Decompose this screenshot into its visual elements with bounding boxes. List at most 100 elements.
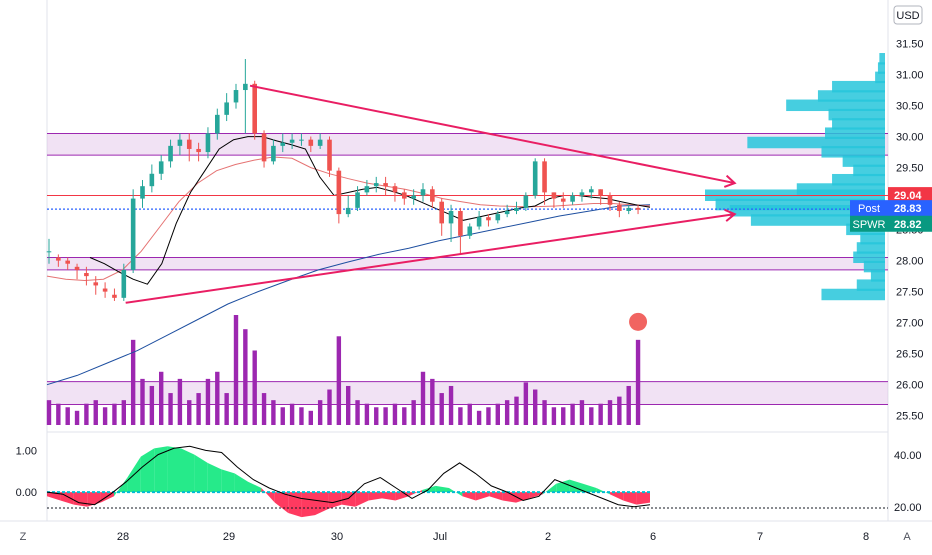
candlesticks xyxy=(46,59,641,301)
volume-profile-bar xyxy=(715,198,885,211)
volume-bar xyxy=(476,410,482,425)
osc-histogram xyxy=(194,454,208,493)
osc-histogram xyxy=(368,492,382,501)
zone-fill-1 xyxy=(47,257,888,270)
candle-body xyxy=(355,192,360,208)
candle-body xyxy=(186,139,192,149)
candle-body xyxy=(233,90,239,103)
candle-body xyxy=(177,139,183,146)
volume-bar xyxy=(252,350,257,425)
candle-body xyxy=(289,139,295,143)
zoom-button[interactable]: Z xyxy=(13,527,33,545)
time-axis-label: 7 xyxy=(757,531,763,543)
price-axis-label: 28.00 xyxy=(896,256,924,268)
volume-bar xyxy=(514,396,519,425)
time-axis-label: 2 xyxy=(545,531,551,543)
candle-body xyxy=(467,226,473,236)
volume-bar xyxy=(579,400,585,425)
osc-histogram xyxy=(221,469,235,493)
volume-bar xyxy=(635,339,641,425)
volume-bar xyxy=(177,378,183,425)
trendline-0[interactable] xyxy=(249,84,735,185)
volume-bar xyxy=(215,371,220,425)
volume-bar xyxy=(224,393,229,425)
candle-body xyxy=(589,189,594,193)
time-axis-label: 8 xyxy=(863,531,869,543)
volume-bar xyxy=(187,400,192,425)
osc-histogram xyxy=(516,492,530,503)
time-axis[interactable]: 28 29 30 Jul 2 6 7 8 xyxy=(117,531,869,543)
candle-body xyxy=(392,186,398,193)
volume-profile-bar xyxy=(879,53,885,65)
price-axis[interactable]: 31.5031.0030.5030.0029.5028.5028.0027.50… xyxy=(896,39,924,423)
osc-histogram xyxy=(435,485,449,493)
volume-bar xyxy=(102,407,108,425)
moving-averages xyxy=(46,136,651,386)
candle-body xyxy=(635,207,641,210)
volume-profile-bar xyxy=(853,164,885,177)
volume-bar xyxy=(168,393,173,425)
price-tag-value-bg xyxy=(888,200,932,217)
osc-histogram xyxy=(207,462,222,493)
candle-body xyxy=(383,183,388,187)
price-tag-value-bg xyxy=(888,187,932,204)
volume-bar xyxy=(486,407,491,425)
candle-body xyxy=(504,210,510,215)
price-axis-label: 25.50 xyxy=(896,411,924,423)
volume-profile-bar xyxy=(877,62,885,74)
osc-histogram xyxy=(328,492,342,509)
volume-bar xyxy=(607,400,613,425)
volume-bar xyxy=(533,389,538,425)
price-tag-value: 28.83 xyxy=(894,203,922,215)
currency-badge[interactable]: USD xyxy=(893,5,923,25)
volume-bar xyxy=(74,410,80,425)
candle-body xyxy=(532,161,538,196)
volume-bar xyxy=(56,403,61,425)
candle-body xyxy=(261,133,267,162)
volume-bar xyxy=(299,407,304,425)
candle-body xyxy=(514,207,519,211)
volume-bar xyxy=(317,400,323,425)
candle-body xyxy=(215,114,220,134)
volume-bar xyxy=(626,385,631,425)
volume-profile-bar xyxy=(832,80,885,93)
volume-bar xyxy=(65,407,70,425)
auto-scale-button[interactable]: A xyxy=(897,527,917,545)
trendline-1[interactable] xyxy=(125,213,735,304)
candle-body xyxy=(308,139,314,146)
volume-bar xyxy=(289,403,295,425)
volume-bar xyxy=(598,403,603,425)
candle-body xyxy=(542,161,547,193)
volume-profile-bar xyxy=(747,136,885,149)
volume-profile-bar xyxy=(832,118,885,130)
volume-profile-bar xyxy=(825,127,885,139)
candle-body xyxy=(495,214,501,221)
volume-bar xyxy=(411,400,416,425)
candle-body xyxy=(158,161,164,174)
candle-body xyxy=(46,251,52,253)
sma-mid-line xyxy=(46,156,651,282)
zoom-button-label: Z xyxy=(20,531,27,543)
price-axis-label: 26.00 xyxy=(896,380,924,392)
osc-histogram xyxy=(636,492,650,505)
volume-bar xyxy=(93,400,98,425)
osc-histogram xyxy=(462,492,476,501)
price-axis-label: 26.50 xyxy=(896,349,924,361)
volume-bar xyxy=(561,407,566,425)
osc-histogram xyxy=(73,492,88,507)
candle-body xyxy=(271,145,276,162)
volume-bar xyxy=(271,400,276,425)
candle-body xyxy=(448,210,454,224)
candle-body xyxy=(317,139,323,146)
trendlines[interactable] xyxy=(125,84,737,304)
osc-right-label: 40.00 xyxy=(894,450,922,462)
volume-bar xyxy=(374,407,379,425)
currency-label: USD xyxy=(896,10,919,22)
price-tag-value: 29.04 xyxy=(894,190,922,202)
price-tag-value-bg xyxy=(888,215,932,232)
osc-histogram xyxy=(609,492,624,501)
grid xyxy=(0,0,932,522)
osc-histogram xyxy=(47,492,61,501)
